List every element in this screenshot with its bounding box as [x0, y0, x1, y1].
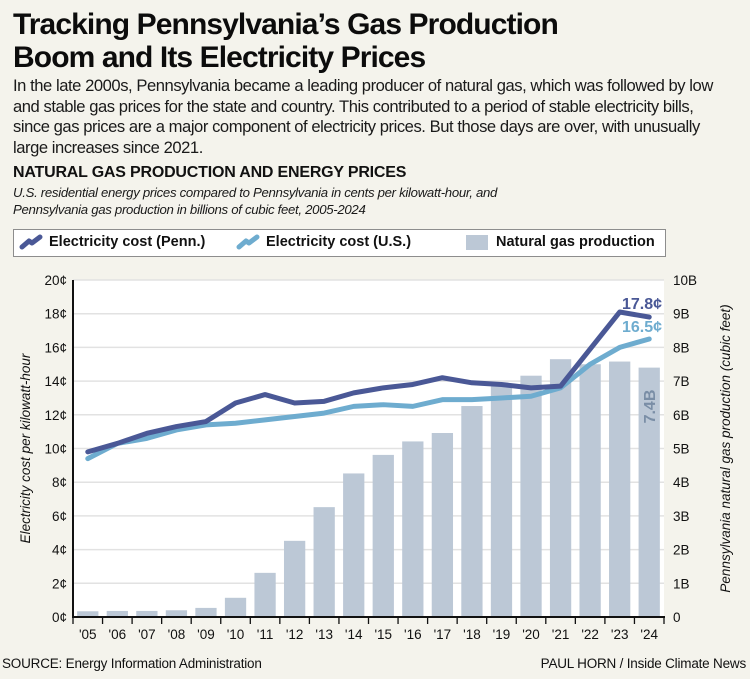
- y-tick-label-left: 4¢: [52, 543, 67, 558]
- bar-08: [165, 610, 188, 617]
- y-tick-label-left: 14¢: [44, 374, 67, 389]
- line-us: [85, 336, 652, 462]
- y-tick-label-right: 7B: [673, 374, 690, 389]
- lines: [85, 309, 652, 462]
- bar-19: [490, 384, 513, 617]
- intro-paragraph: In the late 2000s, Pennsylvania became a…: [13, 76, 713, 157]
- x-tick-label: '05: [79, 627, 97, 642]
- line-us-icon: [236, 234, 260, 250]
- y-axis-right-title: Pennsylvania natural gas production (cub…: [718, 304, 733, 592]
- x-tick-label: '24: [640, 627, 658, 642]
- x-tick-label: '10: [227, 627, 245, 642]
- title-line-1: Tracking Pennsylvania’s Gas Production: [13, 8, 559, 41]
- bar-12: [283, 540, 306, 617]
- source-note: SOURCE: Energy Information Administratio…: [2, 656, 262, 671]
- chart-legend: Electricity cost (Penn.) Electricity cos…: [13, 229, 666, 257]
- y-tick-label-right: 3B: [673, 509, 690, 524]
- y-tick-label-left: 16¢: [44, 340, 67, 355]
- legend-label-gas: Natural gas production: [496, 234, 655, 250]
- x-tick-label: '19: [493, 627, 511, 642]
- y-tick-label-left: 6¢: [52, 509, 67, 524]
- x-tick-label: '20: [522, 627, 540, 642]
- bar-swatch-icon: [466, 234, 488, 250]
- y-tick-label-left: 18¢: [44, 307, 67, 322]
- y-axis-left-ticks: 0¢ 2¢ 4¢ 6¢ 8¢ 10¢ 12¢ 14¢ 16¢ 18¢ 20¢: [44, 273, 67, 625]
- y-tick-label-left: 0¢: [52, 610, 67, 625]
- x-tick-label: '16: [404, 627, 422, 642]
- x-tick-label: '13: [315, 627, 333, 642]
- title-line-2: Boom and Its Electricity Prices: [13, 41, 426, 74]
- chart-subtitle: U.S. residential energy prices compared …: [13, 185, 713, 218]
- x-tick-label: '18: [463, 627, 481, 642]
- x-tick-label: '08: [168, 627, 186, 642]
- end-label-gas: 7.4B: [642, 390, 659, 424]
- y-tick-label-left: 12¢: [44, 408, 67, 423]
- legend-item-gas: Natural gas production: [466, 234, 655, 250]
- x-tick-label: '06: [109, 627, 127, 642]
- bar-18: [461, 406, 483, 617]
- bar-16: [402, 441, 424, 617]
- chart: 0¢ 2¢ 4¢ 6¢ 8¢ 10¢ 12¢ 14¢ 16¢ 18¢ 20¢ 0 1B 2B 3B 4B 5B…: [18, 273, 733, 642]
- bar-11: [254, 572, 276, 617]
- x-tick-label: '12: [286, 627, 304, 642]
- bar-17: [431, 432, 454, 617]
- x-tick-label: '23: [611, 627, 629, 642]
- x-tick-label: '14: [345, 627, 363, 642]
- y-axis-right-ticks: 0 1B 2B 3B 4B 5B 6B 7B 8B 9B 10B: [673, 273, 697, 625]
- y-tick-label-left: 10¢: [44, 442, 67, 457]
- x-tick-label: '07: [138, 627, 156, 642]
- line-penn-icon: [19, 234, 43, 250]
- bar-14: [343, 473, 365, 617]
- line-penn: [85, 309, 652, 455]
- chart-title: NATURAL GAS PRODUCTION AND ENERGY PRICES: [13, 164, 407, 181]
- bar-06: [106, 610, 128, 617]
- bar-24: [638, 367, 660, 617]
- y-tick-label-right: 2B: [673, 543, 690, 558]
- x-tick-label: '09: [197, 627, 215, 642]
- x-tick-label: '17: [434, 627, 452, 642]
- x-tick-label: '11: [257, 627, 274, 642]
- credit-note: PAUL HORN / Inside Climate News: [540, 656, 747, 671]
- x-tick-label: '21: [552, 627, 570, 642]
- legend-label-penn: Electricity cost (Penn.): [49, 234, 206, 250]
- page-title: Tracking Pennsylvania’s Gas Production B…: [13, 8, 743, 74]
- y-tick-label-right: 6B: [673, 408, 690, 423]
- chart-subtitle-line-2: Pennsylvania gas production in billions …: [13, 201, 366, 217]
- end-label-penn: 17.8¢: [622, 296, 662, 313]
- x-tick-label: '15: [374, 627, 392, 642]
- y-tick-label-left: 2¢: [52, 576, 67, 591]
- y-tick-label-right: 5B: [673, 442, 690, 457]
- legend-item-penn: Electricity cost (Penn.): [19, 234, 205, 250]
- bar-09: [195, 607, 217, 617]
- y-tick-label-right: 10B: [673, 273, 697, 288]
- y-tick-label-left: 8¢: [52, 475, 67, 490]
- y-tick-label-right: 8B: [673, 340, 690, 355]
- chart-subtitle-line-1: U.S. residential energy prices compared …: [13, 185, 498, 200]
- y-axis-left-title: Electricity cost per kilowatt-hour: [18, 353, 33, 543]
- end-label-us: 16.5¢: [622, 319, 662, 336]
- axes: [72, 280, 665, 624]
- x-axis-ticks: '05 '06 '07 '08 '09 '10 '11 '12 '13 '14 '15 '16 '17 '…: [79, 627, 659, 642]
- bar-05: [77, 611, 99, 617]
- y-tick-label-right: 1B: [673, 576, 690, 591]
- y-tick-label-right: 0: [673, 610, 681, 625]
- legend-item-us: Electricity cost (U.S.): [236, 234, 411, 250]
- bar-23: [609, 361, 631, 617]
- legend-label-us: Electricity cost (U.S.): [266, 234, 412, 250]
- bar-15: [372, 454, 394, 617]
- bars-gas-production: [77, 359, 660, 617]
- x-tick-label: '22: [581, 627, 599, 642]
- y-tick-label-right: 9B: [673, 307, 690, 322]
- y-tick-label-right: 4B: [673, 475, 690, 490]
- bar-22: [579, 364, 601, 617]
- y-tick-label-left: 20¢: [44, 273, 67, 288]
- bar-13: [313, 507, 335, 617]
- bar-20: [520, 375, 542, 617]
- bar-21: [549, 359, 572, 617]
- bar-10: [224, 597, 247, 617]
- bar-07: [136, 610, 158, 617]
